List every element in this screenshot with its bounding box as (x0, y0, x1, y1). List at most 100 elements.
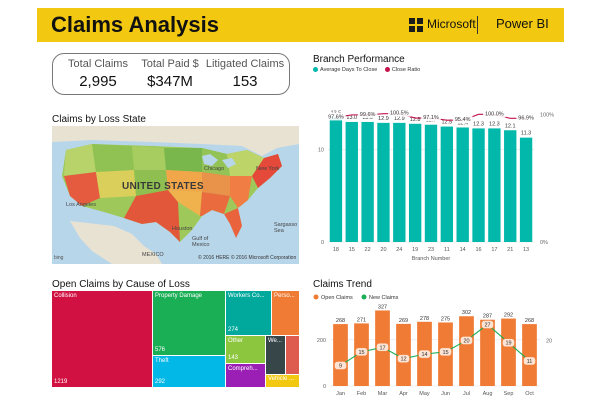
bar-data-label: 12.1 (505, 123, 516, 129)
bar-data-label: 327 (378, 304, 387, 310)
treemap-tile-weather[interactable]: We... (266, 336, 285, 374)
line-data-label: 97.6% (328, 114, 344, 120)
state-region (64, 172, 100, 206)
map-city-label: New York (256, 166, 280, 172)
x-tick-label: Sep (504, 391, 514, 397)
line-data-label: 17 (379, 345, 385, 351)
tile-label: Workers Co... (228, 293, 265, 299)
map-title: Claims by Loss State (52, 114, 146, 125)
tile-label: Theft (155, 358, 169, 364)
claims-trend-chart[interactable]: Open Claims New Claims 0 200 20 268 Jan 271 Feb 3… (308, 290, 564, 400)
bar (522, 324, 537, 386)
x-tick-label: 22 (365, 247, 371, 253)
x-tick-label: Feb (357, 391, 366, 397)
bar-data-label: 12.5 (441, 120, 452, 126)
header-banner: Claims Analysis Microsoft Power BI (37, 8, 564, 42)
mexico-land (70, 221, 162, 264)
bar (329, 117, 343, 242)
claims-map[interactable]: UNITED STATES Chicago New York Los Angel… (52, 126, 299, 264)
branch-chart-title: Branch Performance (313, 54, 405, 65)
tile-label: Perso... (274, 293, 295, 299)
map-copyright: © 2016 HERE © 2016 Microsoft Corporation (198, 255, 297, 261)
x-tick-label: 18 (333, 247, 339, 253)
branch-performance-chart[interactable]: 0100%100%13.51813.01513.02212.92012.9241… (308, 75, 564, 265)
line-label-bg (439, 347, 452, 357)
treemap-tile-comprehensive[interactable]: Compreh... (226, 364, 265, 387)
bar (480, 319, 495, 386)
kpi-value: $347M (147, 73, 193, 90)
bar-data-label: 271 (357, 317, 366, 323)
tile-label: Compreh... (228, 366, 258, 372)
bar-data-label: 12.8 (410, 117, 421, 123)
legend-swatch-icon (313, 67, 318, 73)
bar-data-label: 302 (462, 310, 471, 316)
bar (504, 130, 517, 242)
line-data-label: 99.6% (360, 112, 376, 118)
x-tick-label: 14 (460, 247, 466, 253)
line-data-label: 12 (400, 357, 406, 363)
treemap-tile-small[interactable] (286, 336, 299, 374)
treemap-tile-personal[interactable]: Perso... (272, 291, 299, 335)
bar (519, 137, 533, 242)
great-lakes (222, 158, 236, 168)
line-data-label: 19 (505, 341, 511, 347)
line-label-bg (483, 109, 506, 118)
line-data-label: 95.4% (455, 117, 471, 123)
bar-data-label: 278 (420, 316, 429, 322)
bar-data-label: 275 (441, 316, 450, 322)
bar (333, 324, 348, 386)
tile-value: 274 (228, 327, 239, 333)
treemap-tile-vehicle[interactable]: Vehicle ... (266, 375, 299, 387)
bar-data-label: 13.0 (346, 115, 357, 121)
line-data-label: 100.0% (485, 111, 504, 117)
line-data-label: 96.9% (518, 115, 534, 121)
state-region (200, 192, 230, 216)
kpi-value: 153 (232, 73, 258, 90)
line-label-bg (355, 347, 368, 357)
bar (377, 122, 390, 242)
x-tick-label: May (419, 391, 430, 397)
bar-data-label: 268 (525, 318, 534, 324)
tile-label: Property Damage (155, 293, 203, 299)
x-tick-label: 21 (507, 247, 513, 253)
map-canvas (52, 126, 299, 264)
line-label-bg (516, 113, 536, 122)
treemap-tile-other[interactable]: Other 143 (226, 336, 265, 363)
state-region (227, 150, 264, 176)
bar-data-label: 13.0 (362, 115, 373, 121)
line-label-bg (376, 343, 389, 352)
x-axis-title: Branch Number (412, 256, 451, 262)
tile-value: 143 (228, 355, 239, 361)
bar (456, 127, 469, 242)
treemap-tile-workers-comp[interactable]: Workers Co... 274 (226, 291, 271, 335)
tile-label: We... (268, 338, 282, 344)
x-tick-label: Apr (399, 391, 408, 397)
state-region (92, 144, 134, 172)
line-label-bg (481, 320, 494, 329)
treemap-tile-collision[interactable]: Collision 1219 (52, 291, 152, 387)
x-tick-label: 20 (380, 247, 386, 253)
kpi-card[interactable]: Total Claims 2,995 Total Paid $ $347M Li… (52, 53, 290, 95)
x-tick-label: 19 (412, 247, 418, 253)
treemap-tile-theft[interactable]: Theft 292 (153, 356, 225, 387)
state-region (64, 144, 96, 176)
line-data-label: 11 (527, 359, 533, 365)
bing-logo-icon: bing (54, 255, 64, 261)
state-region (132, 146, 166, 170)
bar (440, 126, 454, 242)
kpi-label: Total Claims (68, 58, 128, 70)
bar (472, 128, 485, 242)
bar-data-label: 12.4 (457, 120, 468, 126)
tile-label: Other (228, 338, 244, 344)
state-region (96, 170, 136, 198)
tile-value: 1219 (54, 379, 68, 385)
state-region (224, 208, 242, 238)
cause-of-loss-treemap[interactable]: Collision 1219 Property Damage 576 Theft… (52, 291, 299, 387)
bar (501, 318, 516, 386)
treemap-tile-property-damage[interactable]: Property Damage 576 (153, 291, 225, 355)
tile-value: 576 (155, 347, 166, 353)
line-label-bg (502, 338, 515, 347)
x-tick-label: Jun (441, 391, 450, 397)
bar-data-label: 268 (336, 318, 345, 324)
line-label-bg (523, 356, 536, 366)
